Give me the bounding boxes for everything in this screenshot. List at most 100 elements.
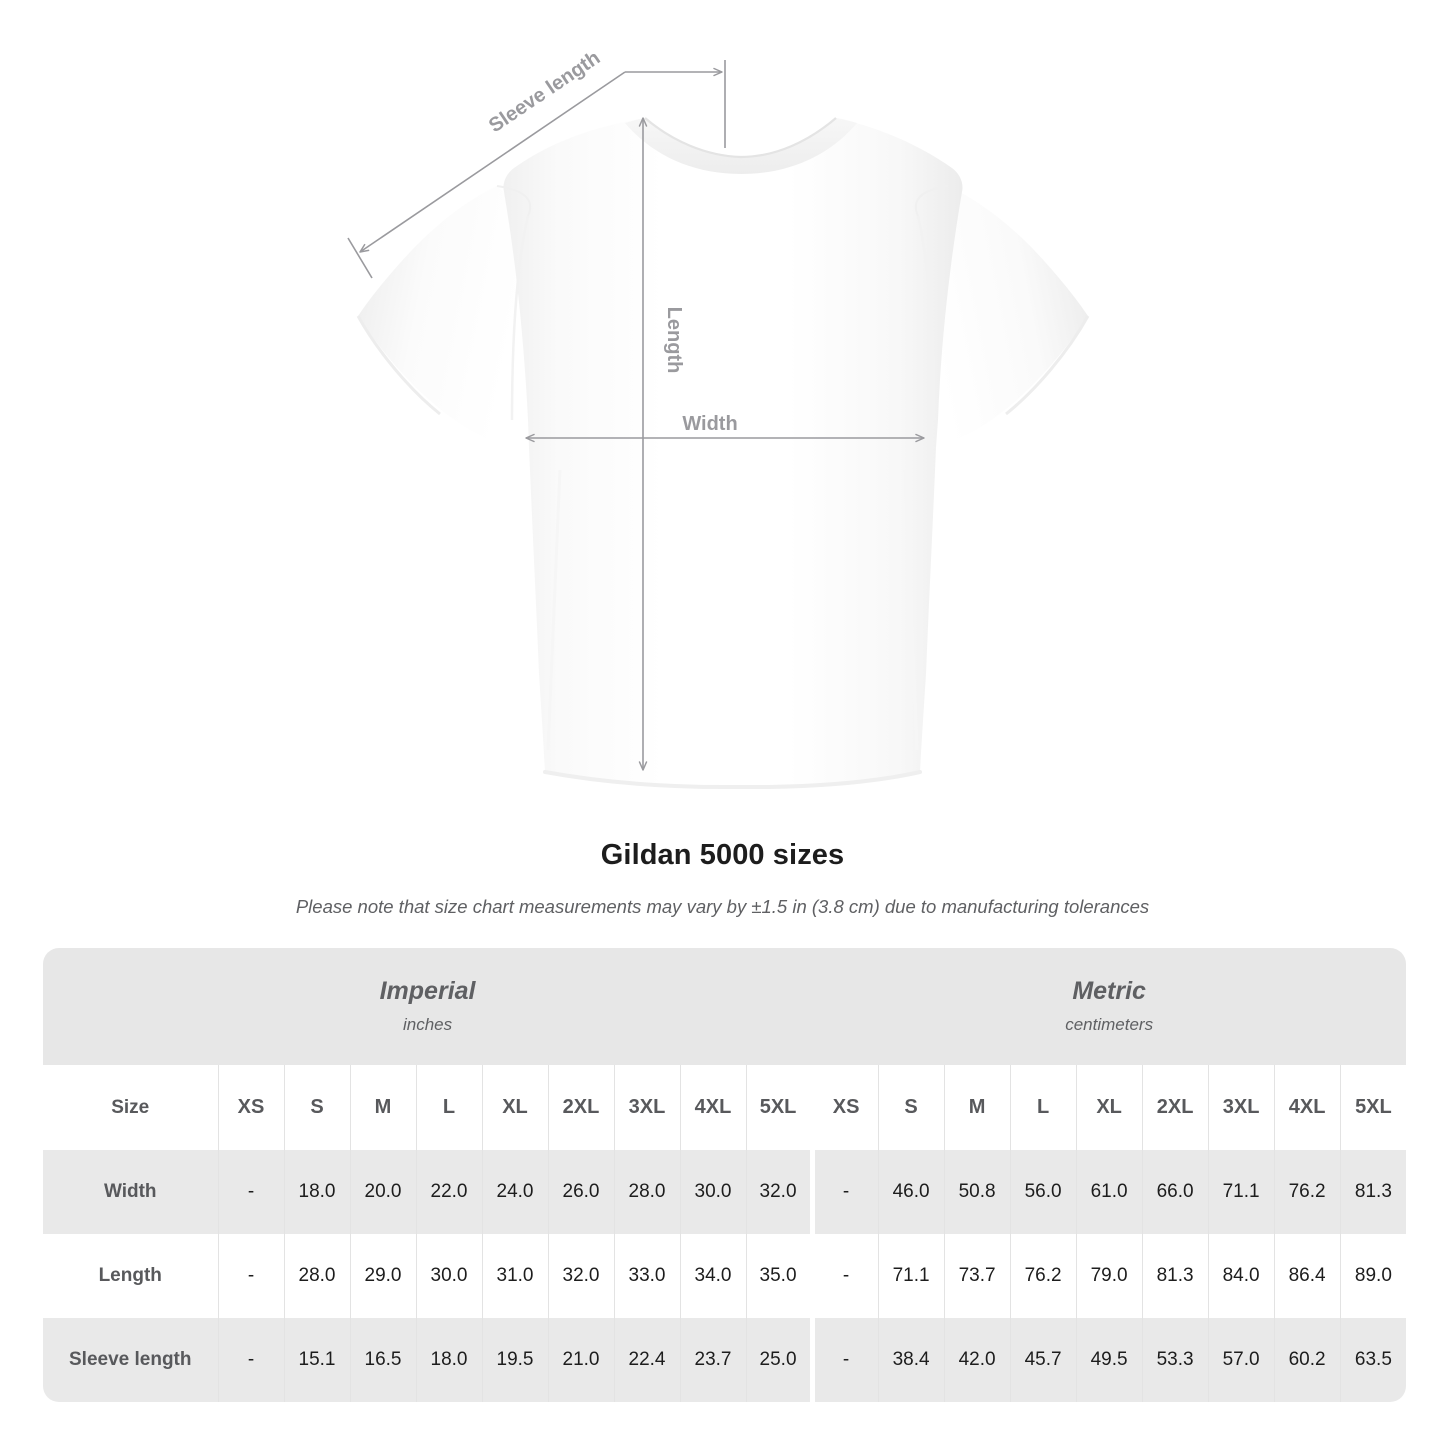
cell-metric: - xyxy=(809,1234,879,1318)
size-chart-table-wrap: Imperial inches Metric centimeters Size XS S M L… xyxy=(43,948,1407,1402)
cell-imperial: 33.0 xyxy=(613,1234,680,1318)
unit-banner-row: Imperial inches Metric centimeters xyxy=(43,948,1407,1065)
table-row: Width -18.0 20.0 22.0 24.0 26.0 28.0 30.0 32.0-4… xyxy=(43,1150,1407,1234)
cell-imperial: 34.0 xyxy=(679,1234,746,1318)
unit-group-name: Metric xyxy=(1072,977,1146,1005)
column-header-metric-s: S xyxy=(877,1065,945,1150)
cell-metric: 60.2 xyxy=(1273,1318,1341,1402)
row-label-length: Length xyxy=(43,1234,218,1318)
cell-metric: 71.1 xyxy=(877,1234,945,1318)
cell-imperial: 32.0 xyxy=(547,1234,614,1318)
tshirt-diagram: Sleeve length Length Width xyxy=(347,47,1090,789)
unit-group-subtitle: inches xyxy=(402,1015,453,1034)
cell-imperial: 18.0 xyxy=(283,1150,350,1234)
cell-imperial: 26.0 xyxy=(547,1150,614,1234)
column-header-metric-5xl: 5XL xyxy=(1339,1065,1407,1150)
right-sleeve-hem xyxy=(1005,315,1090,416)
cell-imperial: 18.0 xyxy=(415,1318,482,1402)
column-header-metric-4xl: 4XL xyxy=(1273,1065,1341,1150)
tshirt-garment xyxy=(356,117,1090,789)
cell-metric: 76.2 xyxy=(1273,1150,1341,1234)
size-chart-table: Imperial inches Metric centimeters Size XS S M L… xyxy=(43,948,1407,1402)
dimension-annotations xyxy=(347,60,925,771)
column-header-metric-3xl: 3XL xyxy=(1207,1065,1275,1150)
cell-metric: - xyxy=(809,1150,879,1234)
cell-metric: 81.3 xyxy=(1339,1150,1407,1234)
column-header-imperial-4xl: 4XL xyxy=(679,1065,746,1150)
cell-metric: 50.8 xyxy=(943,1150,1011,1234)
cell-imperial: 28.0 xyxy=(613,1150,680,1234)
left-sleeve xyxy=(358,186,528,447)
table-row: Sleeve length -15.1 16.5 18.0 19.5 21.0 22.4 23… xyxy=(43,1318,1407,1402)
column-header-imperial-m: M xyxy=(349,1065,416,1150)
sleeve-length-label: Sleeve length xyxy=(485,47,604,137)
unit-group-imperial: Imperial inches xyxy=(43,948,813,1065)
cell-metric: 57.0 xyxy=(1207,1318,1275,1402)
column-header-metric-xl: XL xyxy=(1075,1065,1143,1150)
cell-imperial: 31.0 xyxy=(481,1234,548,1318)
cell-imperial: 29.0 xyxy=(349,1234,416,1318)
unit-group-metric: Metric centimeters xyxy=(812,948,1407,1065)
sleeve-diagonal-segment xyxy=(359,71,626,253)
header-size-label: Size xyxy=(43,1065,218,1150)
sleeve-end-tick xyxy=(347,237,373,279)
table-row: Length -28.0 29.0 30.0 31.0 32.0 33.0 34.0 35.0-… xyxy=(43,1234,1407,1318)
cell-imperial: 23.7 xyxy=(679,1318,746,1402)
cell-imperial: - xyxy=(217,1234,284,1318)
cell-metric: 71.1 xyxy=(1207,1150,1275,1234)
cell-imperial: 21.0 xyxy=(547,1318,614,1402)
unit-group-name: Imperial xyxy=(379,977,476,1005)
unit-group-subtitle: centimeters xyxy=(1065,1015,1154,1034)
cell-imperial: 22.4 xyxy=(613,1318,680,1402)
column-header-imperial-5xl: 5XL xyxy=(745,1065,813,1150)
table-header-row: Size XS S M L XL 2XL 3XL 4XL 5XL XS S M L XL 2XL 3XL 4XL 5… xyxy=(43,1065,1407,1150)
cell-imperial: - xyxy=(217,1318,284,1402)
row-label-sleeve-length: Sleeve length xyxy=(43,1318,218,1402)
cell-imperial: 28.0 xyxy=(283,1234,350,1318)
cell-metric: 84.0 xyxy=(1207,1234,1275,1318)
cell-metric: 73.7 xyxy=(943,1234,1011,1318)
cell-imperial: 25.0 xyxy=(745,1318,813,1402)
cell-metric: - xyxy=(809,1318,879,1402)
cell-imperial: 16.5 xyxy=(349,1318,416,1402)
cell-imperial: 32.0 xyxy=(745,1150,813,1234)
column-header-imperial-xs: XS xyxy=(217,1065,284,1150)
sleeve-length-dimension xyxy=(347,60,726,279)
cell-imperial: 35.0 xyxy=(745,1234,813,1318)
column-header-imperial-3xl: 3XL xyxy=(613,1065,680,1150)
chart-heading-block: Gildan 5000 sizes Please note that size … xyxy=(0,838,1445,919)
collar xyxy=(625,118,857,174)
cell-metric: 66.0 xyxy=(1141,1150,1209,1234)
cell-metric: 45.7 xyxy=(1009,1318,1077,1402)
column-header-metric-xs: XS xyxy=(809,1065,879,1150)
cell-imperial: - xyxy=(217,1150,284,1234)
cell-metric: 38.4 xyxy=(877,1318,945,1402)
cell-metric: 79.0 xyxy=(1075,1234,1143,1318)
cell-imperial: 22.0 xyxy=(415,1150,482,1234)
cell-imperial: 30.0 xyxy=(679,1150,746,1234)
column-header-imperial-2xl: 2XL xyxy=(547,1065,614,1150)
cell-metric: 86.4 xyxy=(1273,1234,1341,1318)
row-label-width: Width xyxy=(43,1150,218,1234)
length-label: Length xyxy=(663,307,685,374)
cell-metric: 42.0 xyxy=(943,1318,1011,1402)
cell-imperial: 24.0 xyxy=(481,1150,548,1234)
cell-metric: 61.0 xyxy=(1075,1150,1143,1234)
right-shoulder-seam xyxy=(914,185,949,217)
left-sleeve-hem xyxy=(356,315,441,416)
page-title: Gildan 5000 sizes xyxy=(600,839,845,871)
tolerance-note: Please note that size chart measurements… xyxy=(295,896,1150,917)
tshirt-body xyxy=(503,118,963,787)
fold-left xyxy=(546,469,562,751)
neck-opening xyxy=(644,117,837,159)
cell-metric: 89.0 xyxy=(1339,1234,1407,1318)
right-armhole-seam xyxy=(916,215,936,421)
column-header-imperial-xl: XL xyxy=(481,1065,548,1150)
cell-metric: 49.5 xyxy=(1075,1318,1143,1402)
cell-metric: 56.0 xyxy=(1009,1150,1077,1234)
width-label: Width xyxy=(682,413,737,435)
cell-metric: 46.0 xyxy=(877,1150,945,1234)
left-armhole-seam xyxy=(510,215,530,421)
column-header-metric-m: M xyxy=(943,1065,1011,1150)
fold-right xyxy=(903,469,919,751)
